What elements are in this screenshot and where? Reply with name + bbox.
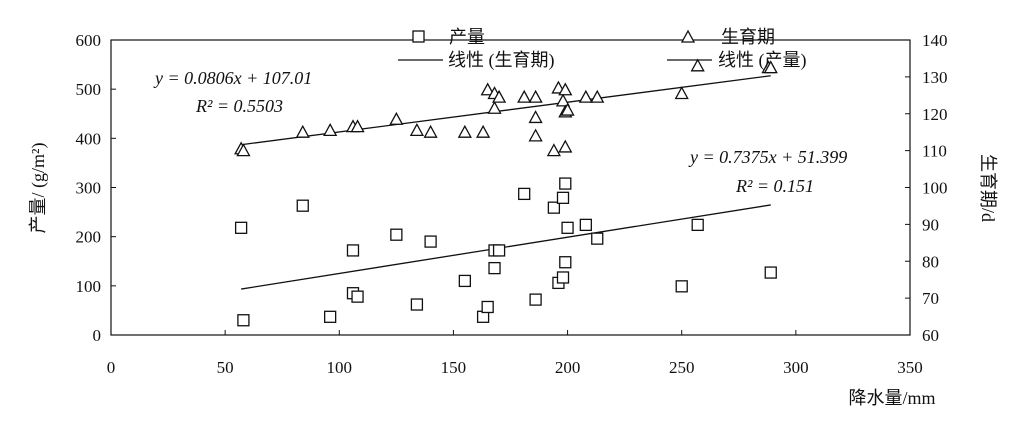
- right-y-tick-label: 70: [922, 289, 939, 308]
- right-y-tick-label: 120: [922, 105, 948, 124]
- x-tick-label: 100: [327, 358, 353, 377]
- growth-period-point: [476, 124, 491, 138]
- right-y-axis-title: 生育期/d: [978, 154, 998, 222]
- trendline: [241, 75, 771, 146]
- yield-point: [424, 235, 437, 248]
- yield-point: [410, 298, 424, 311]
- x-tick-label: 250: [669, 358, 695, 377]
- growth-period-point: [487, 100, 502, 114]
- left-y-tick-label: 400: [76, 129, 102, 148]
- growth-period-point: [323, 122, 338, 136]
- growth-period-point: [578, 89, 593, 103]
- left-y-axis-title: 产量/ (g/m²): [28, 143, 49, 234]
- equation-growth: y = 0.0806x + 107.01: [153, 68, 312, 88]
- growth-period-point: [409, 122, 424, 136]
- growth-period-point: [558, 139, 573, 153]
- right-y-tick-label: 140: [922, 31, 948, 50]
- growth-period-point: [558, 82, 573, 96]
- yield-point: [559, 256, 572, 269]
- yield-point: [561, 221, 574, 234]
- legend-label-growth-trend: 线性 (生育期): [448, 50, 555, 71]
- legend-marker-triangle: [680, 29, 696, 43]
- yield-point: [579, 218, 592, 232]
- yield-point: [547, 201, 561, 214]
- yield-point: [492, 244, 506, 257]
- legend: 产量 生育期 线性 (生育期) 线性 (产量): [398, 27, 807, 71]
- growth-period-point: [674, 86, 689, 100]
- growth-period-point: [517, 89, 532, 103]
- right-y-tick-label: 60: [922, 326, 939, 345]
- legend-label-yield: 产量: [449, 27, 485, 47]
- yield-point: [529, 293, 542, 306]
- right-y-tick-label: 110: [922, 142, 947, 161]
- r2-growth: R² = 0.5503: [195, 96, 283, 116]
- yield-point: [237, 314, 250, 327]
- right-y-tick-label: 100: [922, 179, 948, 198]
- growth-period-point: [560, 102, 575, 116]
- growth-period-point: [546, 143, 561, 157]
- growth-period-point: [528, 128, 543, 142]
- yield-point: [390, 228, 403, 241]
- yield-point: [351, 290, 364, 303]
- right-y-tick-label: 90: [922, 215, 939, 234]
- yield-point: [346, 244, 360, 257]
- x-tick-label: 0: [107, 358, 116, 377]
- left-y-tick-label: 500: [76, 80, 102, 99]
- yield-point: [296, 199, 309, 212]
- trendline: [241, 204, 771, 290]
- yield-point: [591, 232, 604, 245]
- yield-point: [518, 187, 531, 201]
- x-tick-label: 200: [555, 358, 581, 377]
- growth-period-point: [423, 124, 438, 138]
- right-y-tick-label: 80: [922, 252, 939, 271]
- x-tick-label: 350: [897, 358, 923, 377]
- x-axis-title: 降水量/mm: [848, 388, 935, 408]
- legend-marker-square: [412, 30, 425, 43]
- yield-point: [764, 266, 777, 279]
- growth-period-point: [590, 89, 605, 103]
- growth-period-point: [236, 143, 251, 157]
- left-y-tick-label: 100: [76, 277, 102, 296]
- left-y-tick-label: 300: [76, 179, 102, 198]
- growth-period-point: [528, 89, 543, 103]
- growth-period-point: [555, 93, 571, 107]
- growth-period-point: [457, 124, 472, 138]
- legend-label-yield-trend: 线性 (产量): [718, 50, 807, 71]
- left-y-tick-label: 200: [76, 228, 102, 247]
- left-y-tick-label: 0: [93, 326, 102, 345]
- x-tick-label: 300: [783, 358, 809, 377]
- growth-period-point: [389, 111, 404, 125]
- yield-point: [458, 274, 471, 288]
- legend-label-growth: 生育期: [721, 27, 775, 47]
- left-y-tick-label: 600: [76, 31, 102, 50]
- growth-period-point: [480, 82, 495, 96]
- growth-period-point: [690, 58, 705, 72]
- yield-point: [675, 280, 688, 293]
- yield-point: [324, 310, 337, 323]
- r2-yield: R² = 0.151: [735, 176, 814, 196]
- yield-point: [556, 271, 570, 284]
- growth-period-point: [295, 124, 310, 138]
- right-y-tick-label: 130: [922, 68, 948, 87]
- equation-yield: y = 0.7375x + 51.399: [688, 147, 847, 167]
- growth-period-point: [528, 110, 543, 124]
- x-tick-label: 50: [217, 358, 234, 377]
- yield-point: [488, 261, 501, 275]
- yield-point: [691, 218, 704, 232]
- yield-point: [559, 177, 572, 190]
- growth-period-point: [763, 60, 778, 74]
- yield-point: [481, 300, 494, 314]
- yield-point: [556, 191, 570, 204]
- growth-period-point: [491, 89, 507, 103]
- growth-period-point: [350, 119, 365, 133]
- x-tick-label: 150: [441, 358, 467, 377]
- yield-point: [234, 221, 248, 234]
